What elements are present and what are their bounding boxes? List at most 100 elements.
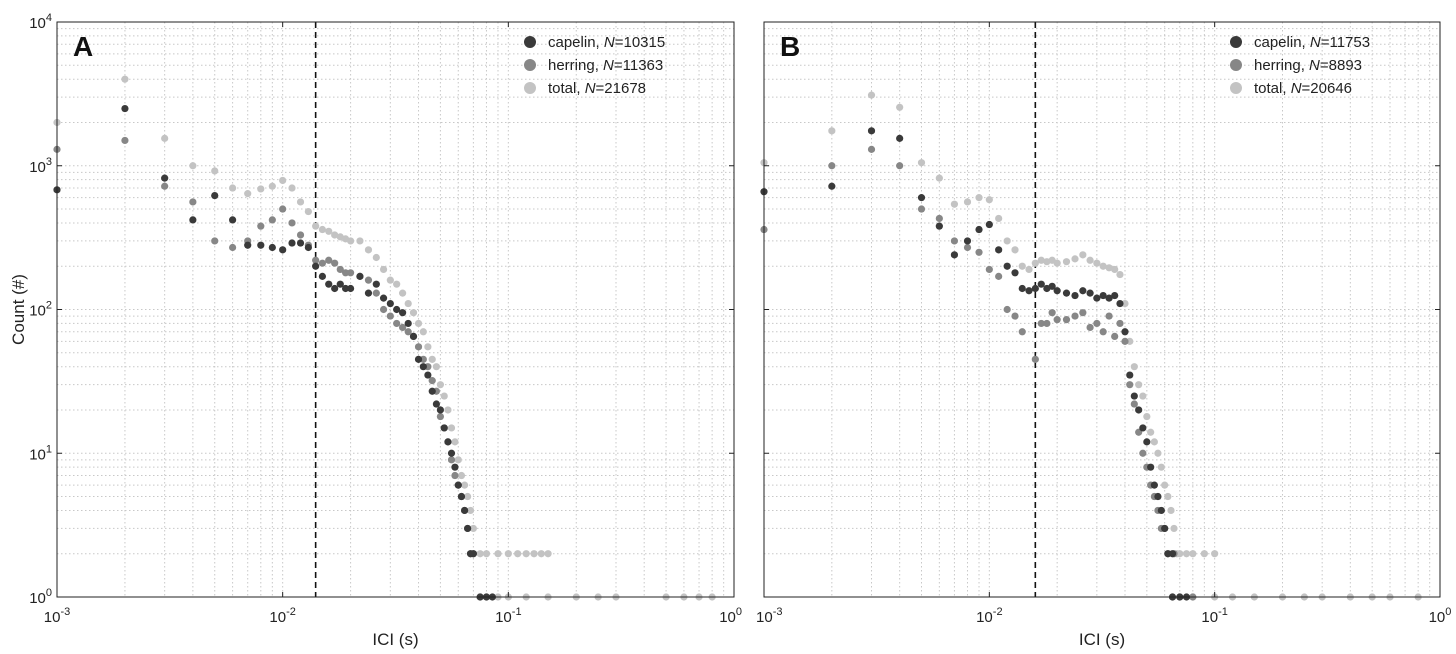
data-point xyxy=(1121,337,1129,345)
data-point xyxy=(409,332,418,340)
data-point xyxy=(279,205,287,213)
data-point xyxy=(404,299,412,308)
data-point xyxy=(404,328,412,336)
data-point xyxy=(1053,316,1061,324)
data-point xyxy=(975,194,983,202)
data-point xyxy=(436,381,445,389)
data-point xyxy=(189,162,197,170)
data-point xyxy=(975,248,983,256)
data-point xyxy=(1126,381,1134,389)
data-point xyxy=(1130,400,1138,408)
data-point xyxy=(469,524,477,533)
series-capelin xyxy=(760,127,1191,601)
data-point xyxy=(372,280,380,288)
data-point xyxy=(312,256,320,264)
data-point xyxy=(1116,270,1124,279)
data-point xyxy=(1048,282,1056,290)
data-point xyxy=(189,198,197,206)
data-point xyxy=(1093,319,1101,328)
data-point xyxy=(379,294,388,302)
legend-marker-herring xyxy=(524,59,536,71)
data-point xyxy=(440,424,448,432)
data-point xyxy=(1079,251,1087,259)
data-point xyxy=(1139,424,1147,432)
data-point xyxy=(257,241,265,249)
data-point xyxy=(1086,289,1094,297)
data-point xyxy=(346,237,355,245)
panel-label: A xyxy=(73,31,93,62)
data-point xyxy=(1121,299,1129,308)
data-point xyxy=(1130,363,1138,371)
data-point xyxy=(1071,291,1079,300)
data-point xyxy=(1062,258,1071,266)
data-point xyxy=(1093,259,1101,267)
data-point xyxy=(1018,284,1026,293)
x-tick-label: 10-2 xyxy=(269,606,295,626)
data-point xyxy=(1003,237,1011,245)
data-point xyxy=(1164,492,1172,501)
data-point xyxy=(364,276,373,284)
data-point xyxy=(296,231,305,239)
y-tick-label: 102 xyxy=(29,300,52,320)
data-point xyxy=(828,127,836,135)
data-point xyxy=(1170,524,1178,533)
data-point xyxy=(985,220,993,229)
y-tick-label: 101 xyxy=(29,443,52,463)
data-point xyxy=(304,207,312,216)
x-tick-label: 100 xyxy=(719,606,742,626)
data-point xyxy=(466,506,475,515)
data-point xyxy=(318,259,327,267)
data-point xyxy=(268,243,276,252)
data-point xyxy=(356,237,364,245)
data-point xyxy=(1003,305,1011,314)
data-point xyxy=(1048,309,1056,317)
data-point xyxy=(454,481,462,489)
x-tick-label: 10-1 xyxy=(1201,606,1227,626)
data-point xyxy=(1139,449,1147,457)
data-point xyxy=(1062,289,1071,297)
data-point xyxy=(537,550,545,558)
data-point xyxy=(950,237,959,245)
data-point xyxy=(950,200,959,208)
data-point xyxy=(451,438,459,446)
data-point xyxy=(867,127,876,135)
x-tick-label: 10-1 xyxy=(495,606,521,626)
data-point xyxy=(296,198,305,206)
data-point xyxy=(364,289,373,297)
data-point xyxy=(995,214,1003,223)
data-point xyxy=(279,176,287,185)
data-point xyxy=(121,75,129,83)
data-point xyxy=(346,269,355,277)
legend-marker-total xyxy=(1230,82,1242,94)
data-point xyxy=(460,506,469,515)
data-point xyxy=(1139,392,1147,400)
data-point xyxy=(828,182,836,190)
data-point xyxy=(464,492,472,501)
data-point xyxy=(312,222,320,230)
data-point xyxy=(476,550,484,558)
data-point xyxy=(995,272,1003,280)
data-point xyxy=(1147,428,1155,436)
grid xyxy=(57,22,734,597)
data-point xyxy=(460,481,469,489)
data-point xyxy=(867,91,876,99)
data-point xyxy=(494,550,502,558)
data-point xyxy=(963,237,972,245)
data-point xyxy=(985,265,993,274)
data-point xyxy=(372,253,380,262)
panel-label: B xyxy=(780,31,800,62)
legend-marker-total xyxy=(524,82,536,94)
data-point xyxy=(409,309,418,317)
data-point xyxy=(393,305,401,314)
data-point xyxy=(451,471,459,480)
data-point xyxy=(1099,328,1107,336)
data-point xyxy=(522,550,530,558)
data-point xyxy=(1126,371,1134,379)
data-point xyxy=(457,492,466,501)
data-point xyxy=(432,400,441,408)
panel-b: 10-3 10-2 10-1 100 ICI (s) B capelin, N=11753 h… xyxy=(756,21,1451,649)
data-point xyxy=(447,456,456,464)
panel-a: 10-3 10-2 10-1 100 100 101 102 103 104 ICI (s) Cou… xyxy=(9,12,742,649)
data-point xyxy=(1018,328,1026,336)
